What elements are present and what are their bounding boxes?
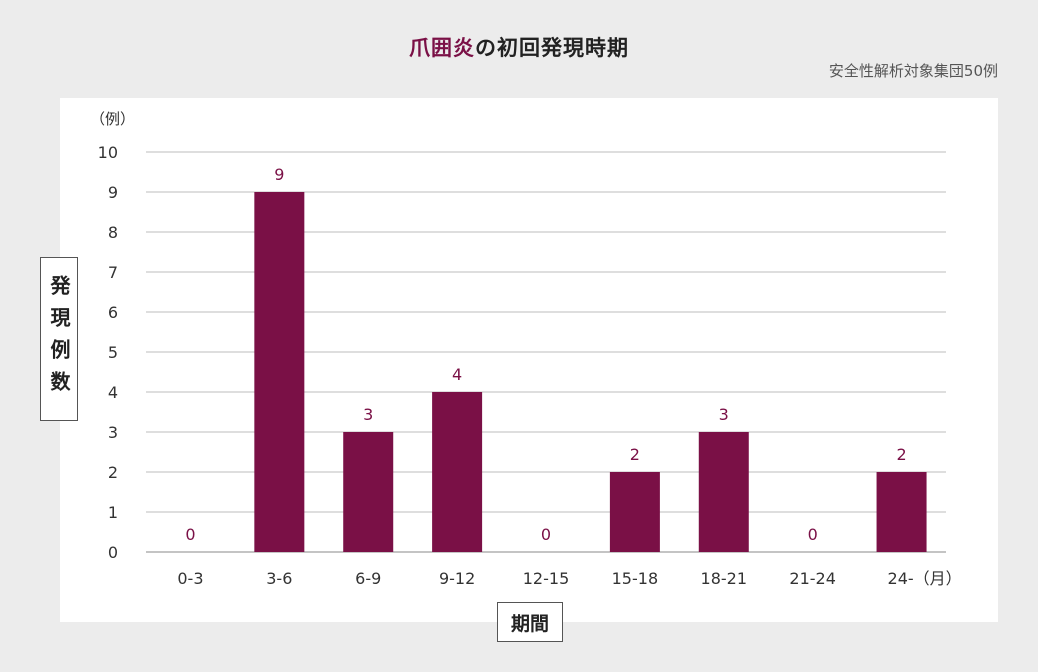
value-label: 0 bbox=[808, 525, 818, 544]
value-label: 2 bbox=[896, 445, 906, 464]
value-label: 3 bbox=[363, 405, 373, 424]
chart-title: 爪囲炎の初回発現時期 bbox=[0, 32, 1038, 62]
value-labels: 0 9 3 4 0 2 3 0 2 bbox=[185, 165, 906, 544]
y-tick-label: 9 bbox=[108, 183, 118, 202]
title-rest: の初回発現時期 bbox=[475, 36, 629, 60]
x-tick-label: 0-3 bbox=[177, 569, 203, 588]
x-tick-label: 24-（月） bbox=[888, 569, 962, 588]
title-highlight: 爪囲炎 bbox=[409, 36, 475, 60]
y-tick-label: 10 bbox=[98, 143, 118, 162]
bars bbox=[254, 192, 927, 552]
y-tick-label: 6 bbox=[108, 303, 118, 322]
x-tick-label: 3-6 bbox=[266, 569, 292, 588]
y-tick-label: 5 bbox=[108, 343, 118, 362]
value-label: 3 bbox=[719, 405, 729, 424]
bar bbox=[609, 472, 660, 552]
bar bbox=[432, 392, 483, 552]
x-tick-label: 12-15 bbox=[523, 569, 570, 588]
value-label: 0 bbox=[185, 525, 195, 544]
x-axis-label: 期間 bbox=[497, 602, 563, 642]
bar bbox=[876, 472, 927, 552]
bar bbox=[343, 432, 394, 552]
y-tick-label: 3 bbox=[108, 423, 118, 442]
y-tick-labels: 0 1 2 3 4 5 6 7 8 9 10 bbox=[98, 143, 118, 562]
x-tick-label: 18-21 bbox=[701, 569, 748, 588]
y-tick-label: 7 bbox=[108, 263, 118, 282]
bar bbox=[254, 192, 305, 552]
x-tick-label: 9-12 bbox=[439, 569, 475, 588]
y-unit-label: （例） bbox=[90, 110, 136, 128]
value-label: 0 bbox=[541, 525, 551, 544]
y-tick-label: 2 bbox=[108, 463, 118, 482]
y-tick-label: 8 bbox=[108, 223, 118, 242]
value-label: 2 bbox=[630, 445, 640, 464]
value-label: 9 bbox=[274, 165, 284, 184]
y-tick-label: 0 bbox=[108, 543, 118, 562]
chart-panel bbox=[60, 98, 998, 622]
value-label: 4 bbox=[452, 365, 462, 384]
x-tick-label: 6-9 bbox=[355, 569, 381, 588]
y-tick-label: 4 bbox=[108, 383, 118, 402]
y-axis-label: 発現例数 bbox=[40, 257, 78, 421]
x-tick-label: 21-24 bbox=[789, 569, 836, 588]
x-tick-label: 15-18 bbox=[612, 569, 659, 588]
bar bbox=[698, 432, 749, 552]
chart-subtitle: 安全性解析対象集団50例 bbox=[828, 62, 998, 80]
y-tick-label: 1 bbox=[108, 503, 118, 522]
x-tick-labels: 0-3 3-6 6-9 9-12 12-15 15-18 18-21 21-24 24-（月） bbox=[177, 569, 961, 588]
